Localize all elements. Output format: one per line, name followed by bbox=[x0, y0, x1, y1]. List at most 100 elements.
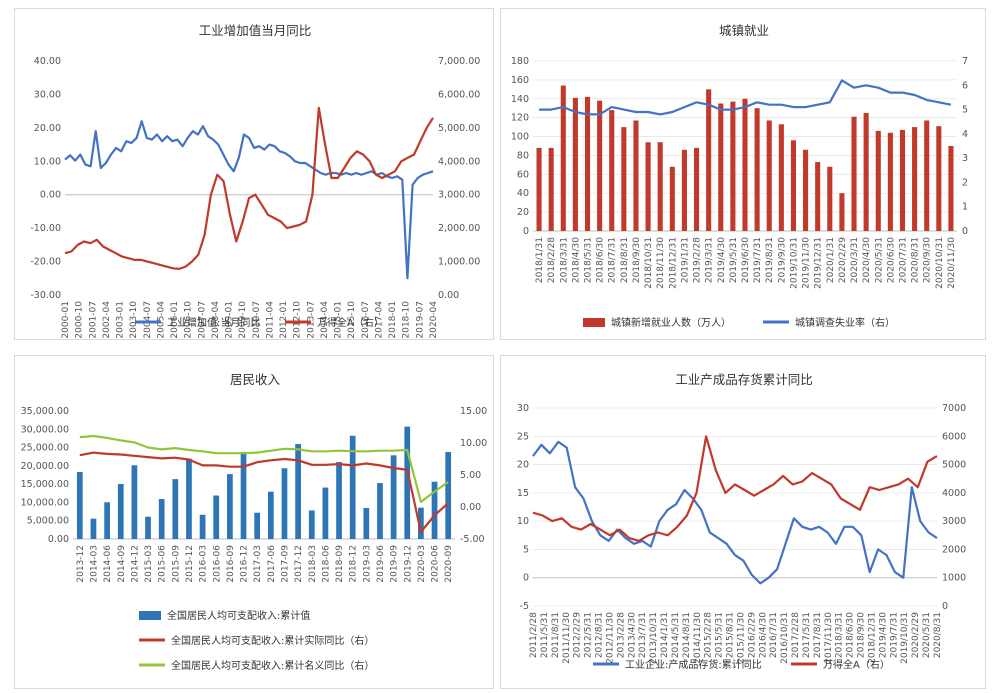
y-tick-label: 5,000.00 bbox=[27, 516, 69, 527]
y2-tick-label: 0 bbox=[942, 601, 948, 612]
x-tick-label: 2012-01 bbox=[279, 301, 289, 339]
chart-title: 居民收入 bbox=[230, 372, 281, 387]
bar bbox=[199, 514, 206, 539]
chart-panel-income: 居民收入 0.00 5,000.00 10,000.00 15,000.00 20,00… bbox=[14, 355, 494, 689]
y-tick-label: 0.00 bbox=[40, 190, 61, 201]
x-tick-label: 2020/7/31 bbox=[898, 237, 908, 283]
bar bbox=[145, 516, 151, 539]
y2-tick-label: 5,000.00 bbox=[438, 123, 480, 134]
y-tick-label: 180 bbox=[511, 56, 529, 67]
x-tick-label: 2019/1/31 bbox=[680, 237, 690, 283]
x-tick-label: 2018/5/31 bbox=[584, 237, 594, 283]
bar bbox=[948, 146, 954, 231]
x-tick-label: 2018/4/30 bbox=[571, 237, 581, 283]
x-tick-label: 2016/4/30 bbox=[758, 612, 768, 658]
legend-label: 工业企业:产成品存货:累计同比 bbox=[625, 658, 762, 671]
x-tick-label: 2012/8/31 bbox=[595, 612, 605, 658]
y2-tick-label: 6000 bbox=[942, 431, 966, 442]
x-tick-label: 2015-10 bbox=[347, 301, 357, 339]
legend-label: 全国居民人均可支配收入:累计名义同比（右） bbox=[171, 659, 374, 672]
y2-tick-label: 3 bbox=[962, 153, 968, 164]
bar bbox=[377, 483, 383, 539]
x-tick-label: 2014-04 bbox=[320, 301, 330, 339]
bar bbox=[213, 495, 220, 539]
x-tick-label: 2018-12 bbox=[349, 545, 359, 583]
bar bbox=[172, 479, 179, 539]
x-tick-label: 2002-04 bbox=[102, 301, 112, 339]
bar bbox=[766, 120, 772, 231]
bar bbox=[131, 465, 138, 539]
bar bbox=[597, 100, 603, 232]
y-tick-label: 20.00 bbox=[34, 123, 61, 134]
x-tick-label: 2020/2/29 bbox=[838, 237, 848, 283]
chart-panel-employment: 城镇就业 0 20 40 60 80 100 120 140 160 180 0 1 2 3 4 5 6 7 201… bbox=[500, 8, 986, 340]
y-tick-label: 140 bbox=[511, 94, 529, 105]
bar bbox=[572, 97, 578, 231]
y-tick-label: 25 bbox=[517, 431, 529, 442]
x-tick-label: 2017-09 bbox=[280, 545, 290, 583]
bar bbox=[839, 193, 845, 231]
x-tick-label: 2016-03 bbox=[199, 545, 209, 583]
bar bbox=[815, 162, 821, 231]
x-tick-label: 2014/11/30 bbox=[693, 612, 703, 664]
x-tick-label: 2008-04 bbox=[211, 301, 221, 339]
x-tick-label: 2020/3/31 bbox=[850, 237, 860, 283]
x-tick-label: 2003-01 bbox=[116, 301, 126, 339]
legend-swatch bbox=[139, 611, 161, 620]
y-tick-label: 25,000.00 bbox=[21, 443, 69, 454]
bar bbox=[560, 85, 566, 231]
y-tick-label: -5 bbox=[520, 601, 529, 612]
x-tick-label: 2018/6/30 bbox=[846, 612, 856, 658]
x-tick-label: 2014-09 bbox=[117, 545, 127, 583]
x-tick-label: 2018-10 bbox=[402, 301, 412, 339]
chart-panel-industrial: 工业增加值当月同比 -30.00 -20.00 -10.00 0.00 10.00 20.… bbox=[14, 8, 494, 340]
x-tick-label: 2017/5/31 bbox=[802, 612, 812, 658]
series-line bbox=[64, 120, 434, 280]
x-tick-label: 2015-06 bbox=[158, 545, 168, 583]
x-tick-label: 2018/11/30 bbox=[656, 237, 666, 289]
x-tick-label: 2001-07 bbox=[88, 301, 98, 339]
x-tick-label: 2019/2/28 bbox=[693, 237, 703, 283]
bar bbox=[254, 512, 261, 539]
bar bbox=[158, 499, 165, 539]
series-line bbox=[79, 434, 449, 503]
x-tick-label: 2020/5/31 bbox=[922, 612, 932, 658]
x-tick-label: 2020/2/29 bbox=[911, 612, 921, 658]
x-tick-label: 2015/5/31 bbox=[715, 612, 725, 658]
x-tick-label: 2017-12 bbox=[294, 545, 304, 583]
x-tick-label: 2019-07 bbox=[415, 301, 425, 339]
chart-panel-inventory: 工业产成品存货累计同比 -5 0 5 10 15 20 25 30 0 1000 2000 3000 4… bbox=[500, 355, 986, 689]
x-tick-label: 2019/11/30 bbox=[802, 237, 812, 289]
bar bbox=[693, 147, 700, 231]
bar bbox=[936, 126, 942, 231]
x-tick-label: 2018-03 bbox=[308, 545, 318, 583]
x-tick-label: 2017-06 bbox=[267, 545, 277, 583]
legend-label: 全国居民人均可支配收入:累计实际同比（右） bbox=[171, 634, 374, 647]
x-tick-label: 2006-01 bbox=[170, 301, 180, 339]
x-tick-label: 2013/10/31 bbox=[649, 612, 659, 664]
x-tick-label: 2014/5/31 bbox=[671, 612, 681, 658]
legend-swatch bbox=[583, 318, 605, 327]
y-tick-label: 5 bbox=[523, 544, 529, 555]
y-tick-label: 10,000.00 bbox=[21, 497, 69, 508]
x-tick-label: 2007-07 bbox=[197, 301, 207, 339]
bar bbox=[887, 132, 893, 231]
x-tick-label: 2019/12/31 bbox=[814, 237, 824, 289]
bar bbox=[240, 451, 247, 539]
bar bbox=[778, 124, 784, 231]
x-tick-label: 2018/9/30 bbox=[632, 237, 642, 283]
x-tick-label: 2019/10/31 bbox=[900, 612, 910, 664]
bar bbox=[322, 487, 329, 539]
bar bbox=[609, 110, 615, 231]
y2-tick-label: 6,000.00 bbox=[438, 89, 480, 100]
bar bbox=[669, 166, 675, 231]
x-tick-label: 2020-06 bbox=[431, 545, 441, 583]
y2-tick-label: 7 bbox=[962, 56, 968, 67]
y-tick-label: 10.00 bbox=[34, 156, 61, 167]
y2-tick-label: 1 bbox=[962, 202, 968, 213]
bar bbox=[227, 474, 233, 539]
y2-tick-label: 4,000.00 bbox=[438, 156, 480, 167]
plot-area: 0.00 5,000.00 10,000.00 15,000.00 20,000.00 2… bbox=[21, 406, 488, 672]
y-tick-label: 0.00 bbox=[48, 534, 69, 545]
y2-tick-label: 1000 bbox=[942, 573, 966, 584]
